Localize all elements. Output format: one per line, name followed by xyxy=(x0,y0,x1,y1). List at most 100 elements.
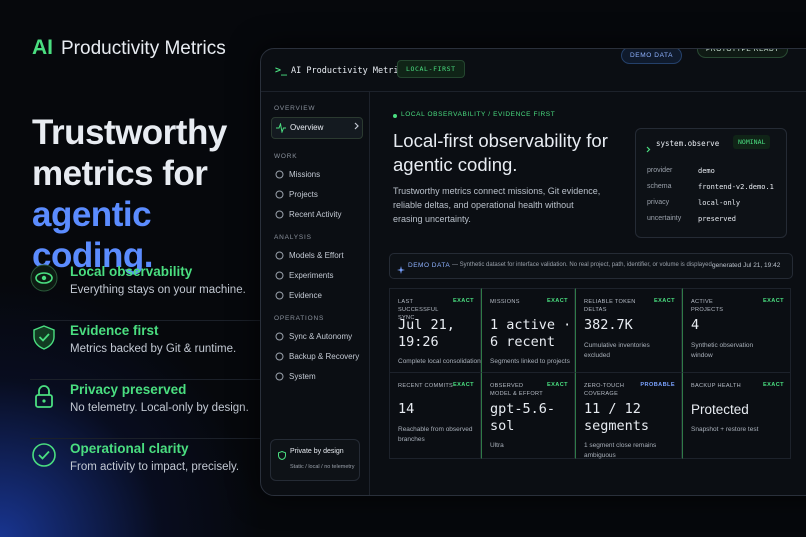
observe-key: schema xyxy=(647,183,672,190)
observe-panel: system.observe NOMINAL provider demo schema f… xyxy=(635,128,787,238)
nav-item[interactable]: Backup & Recovery xyxy=(271,347,361,367)
nav-label: Recent Activity xyxy=(289,210,342,219)
metric-card: RELIABLE TOKEN DELTAS EXACT 382.7K Cumulati… xyxy=(575,288,682,373)
observe-key: privacy xyxy=(647,199,670,206)
observe-value: local-only xyxy=(698,199,741,207)
badge: PROTOTYPE READY xyxy=(697,49,789,58)
feature-title: Evidence first xyxy=(70,323,159,338)
observe-status: NOMINAL xyxy=(733,135,771,149)
nav-item[interactable]: Models & Effort xyxy=(271,246,361,266)
feature-title: Privacy preserved xyxy=(70,382,187,397)
eyebrow: LOCAL OBSERVABILITY / EVIDENCE FIRST xyxy=(401,111,556,118)
card-badge: EXACT xyxy=(763,298,784,304)
card-value: 1 active · 6 recent xyxy=(490,317,572,350)
observe-command: system.observe xyxy=(656,139,720,148)
tag: LOCAL-FIRST xyxy=(397,60,465,78)
feature-icon xyxy=(30,323,58,351)
nav-section: OPERATIONS xyxy=(274,315,325,322)
nav-label: Models & Effort xyxy=(289,251,344,260)
sidebar: OVERVIEW Overview WORK Missions Projects Rece… xyxy=(261,91,370,495)
notice-icon xyxy=(397,261,405,279)
notice-generated: generated Jul 21, 19:42 xyxy=(712,262,781,269)
metric-card: ACTIVE PROJECTS EXACT 4 Synthetic observati… xyxy=(682,288,791,373)
card-badge: EXACT xyxy=(763,382,784,388)
nav-section: OVERVIEW xyxy=(274,105,316,112)
nav-label: Backup & Recovery xyxy=(289,352,360,361)
card-badge: EXACT xyxy=(547,382,568,388)
metric-card: OBSERVED MODEL & EFFORT EXACT gpt-5.6-sol U… xyxy=(481,373,575,459)
nav-item[interactable]: Evidence xyxy=(271,286,361,306)
status-dot xyxy=(393,114,397,118)
card-label: RELIABLE TOKEN DELTAS xyxy=(584,299,636,313)
feature-title: Operational clarity xyxy=(70,441,189,456)
nav-label: Evidence xyxy=(289,291,322,300)
headline-line: Trustworthy metrics for xyxy=(32,113,227,193)
description: Trustworthy metrics connect missions, Gi… xyxy=(393,186,601,224)
observe-key: uncertainty xyxy=(647,215,682,222)
card-badge: EXACT xyxy=(453,382,474,388)
card-value: 382.7K xyxy=(584,317,633,333)
nav-section: ANALYSIS xyxy=(274,234,312,241)
card-note: Cumulative inventories excluded xyxy=(584,342,650,359)
notice-text: — Synthetic dataset for interface valida… xyxy=(452,262,714,268)
app-header: >_ AI Productivity Metrics LOCAL-FIRST DEMO… xyxy=(261,49,806,92)
feature-description: No telemetry. Local-only by design. xyxy=(70,402,249,414)
card-badge: EXACT xyxy=(547,298,568,304)
nav-label: Missions xyxy=(289,170,321,179)
heading: Local-first observability for agentic co… xyxy=(393,130,608,175)
feature: Privacy preserved No telemetry. Local-onl… xyxy=(30,380,260,439)
card-label: ZERO-TOUCH COVERAGE xyxy=(584,383,625,397)
card-note: Snapshot + restore test xyxy=(691,426,759,433)
card-badge: EXACT xyxy=(453,298,474,304)
nav-item[interactable]: System xyxy=(271,367,361,387)
nav-item[interactable]: Sync & Autonomy xyxy=(271,327,361,347)
nav-label: Sync & Autonomy xyxy=(289,332,353,341)
card-badge: PROBABLE xyxy=(640,382,675,388)
app-window: >_ AI Productivity Metrics LOCAL-FIRST DEMO… xyxy=(260,48,806,496)
card-label: RECENT COMMITS xyxy=(398,383,454,389)
card-value: 4 xyxy=(691,317,700,333)
nav-item[interactable]: Experiments xyxy=(271,266,361,286)
brand-mark: AI xyxy=(32,36,53,59)
nav-label: Projects xyxy=(289,190,318,199)
demo-notice: DEMO DATA — Synthetic dataset for interfa… xyxy=(389,253,793,279)
privacy-title: Private by design xyxy=(290,448,344,455)
notice-label: DEMO DATA xyxy=(408,262,451,269)
nav-item[interactable]: Missions xyxy=(271,165,361,185)
nav-item[interactable]: Overview xyxy=(271,117,363,139)
card-note: 1 segment close remains ambiguous xyxy=(584,442,657,459)
main-content: LOCAL OBSERVABILITY / EVIDENCE FIRST Loca… xyxy=(371,91,806,495)
nav-item[interactable]: Recent Activity xyxy=(271,205,361,225)
feature-title: Local observability xyxy=(70,264,193,279)
metric-card: ZERO-TOUCH COVERAGE PROBABLE 11 / 12 segme… xyxy=(575,373,682,459)
badge: DEMO DATA xyxy=(621,49,683,64)
metric-card: LAST SUCCESSFUL SYNC EXACT Jul 21, 19:26 Co… xyxy=(389,288,481,373)
card-value: Jul 21, 19:26 xyxy=(398,317,455,350)
brand: AI Productivity Metrics xyxy=(32,36,226,60)
feature-icon xyxy=(30,441,58,469)
observe-chevron xyxy=(646,140,651,158)
nav-label: System xyxy=(289,372,316,381)
brand-name: Productivity Metrics xyxy=(61,38,226,59)
card-note: Ultra xyxy=(490,442,504,449)
observe-value: preserved xyxy=(698,215,736,223)
headline-accent: agentic coding. xyxy=(32,195,153,275)
feature-icon xyxy=(30,382,58,410)
card-badge: EXACT xyxy=(654,298,675,304)
card-label: OBSERVED MODEL & EFFORT xyxy=(490,383,543,397)
feature: Operational clarity From activity to impa… xyxy=(30,439,260,497)
card-label: BACKUP HEALTH xyxy=(691,383,742,389)
app-title: AI Productivity Metrics xyxy=(291,66,409,76)
card-value: gpt-5.6-sol xyxy=(490,401,556,434)
nav-item[interactable]: Projects xyxy=(271,185,361,205)
card-label: LAST SUCCESSFUL SYNC xyxy=(398,299,439,321)
card-label: MISSIONS xyxy=(490,299,520,305)
card-value: Protected xyxy=(691,402,749,417)
card-value: 11 / 12 segments xyxy=(584,401,650,434)
prompt-icon: >_ xyxy=(275,65,288,76)
card-value: 14 xyxy=(398,401,415,417)
observe-value: demo xyxy=(698,167,715,175)
